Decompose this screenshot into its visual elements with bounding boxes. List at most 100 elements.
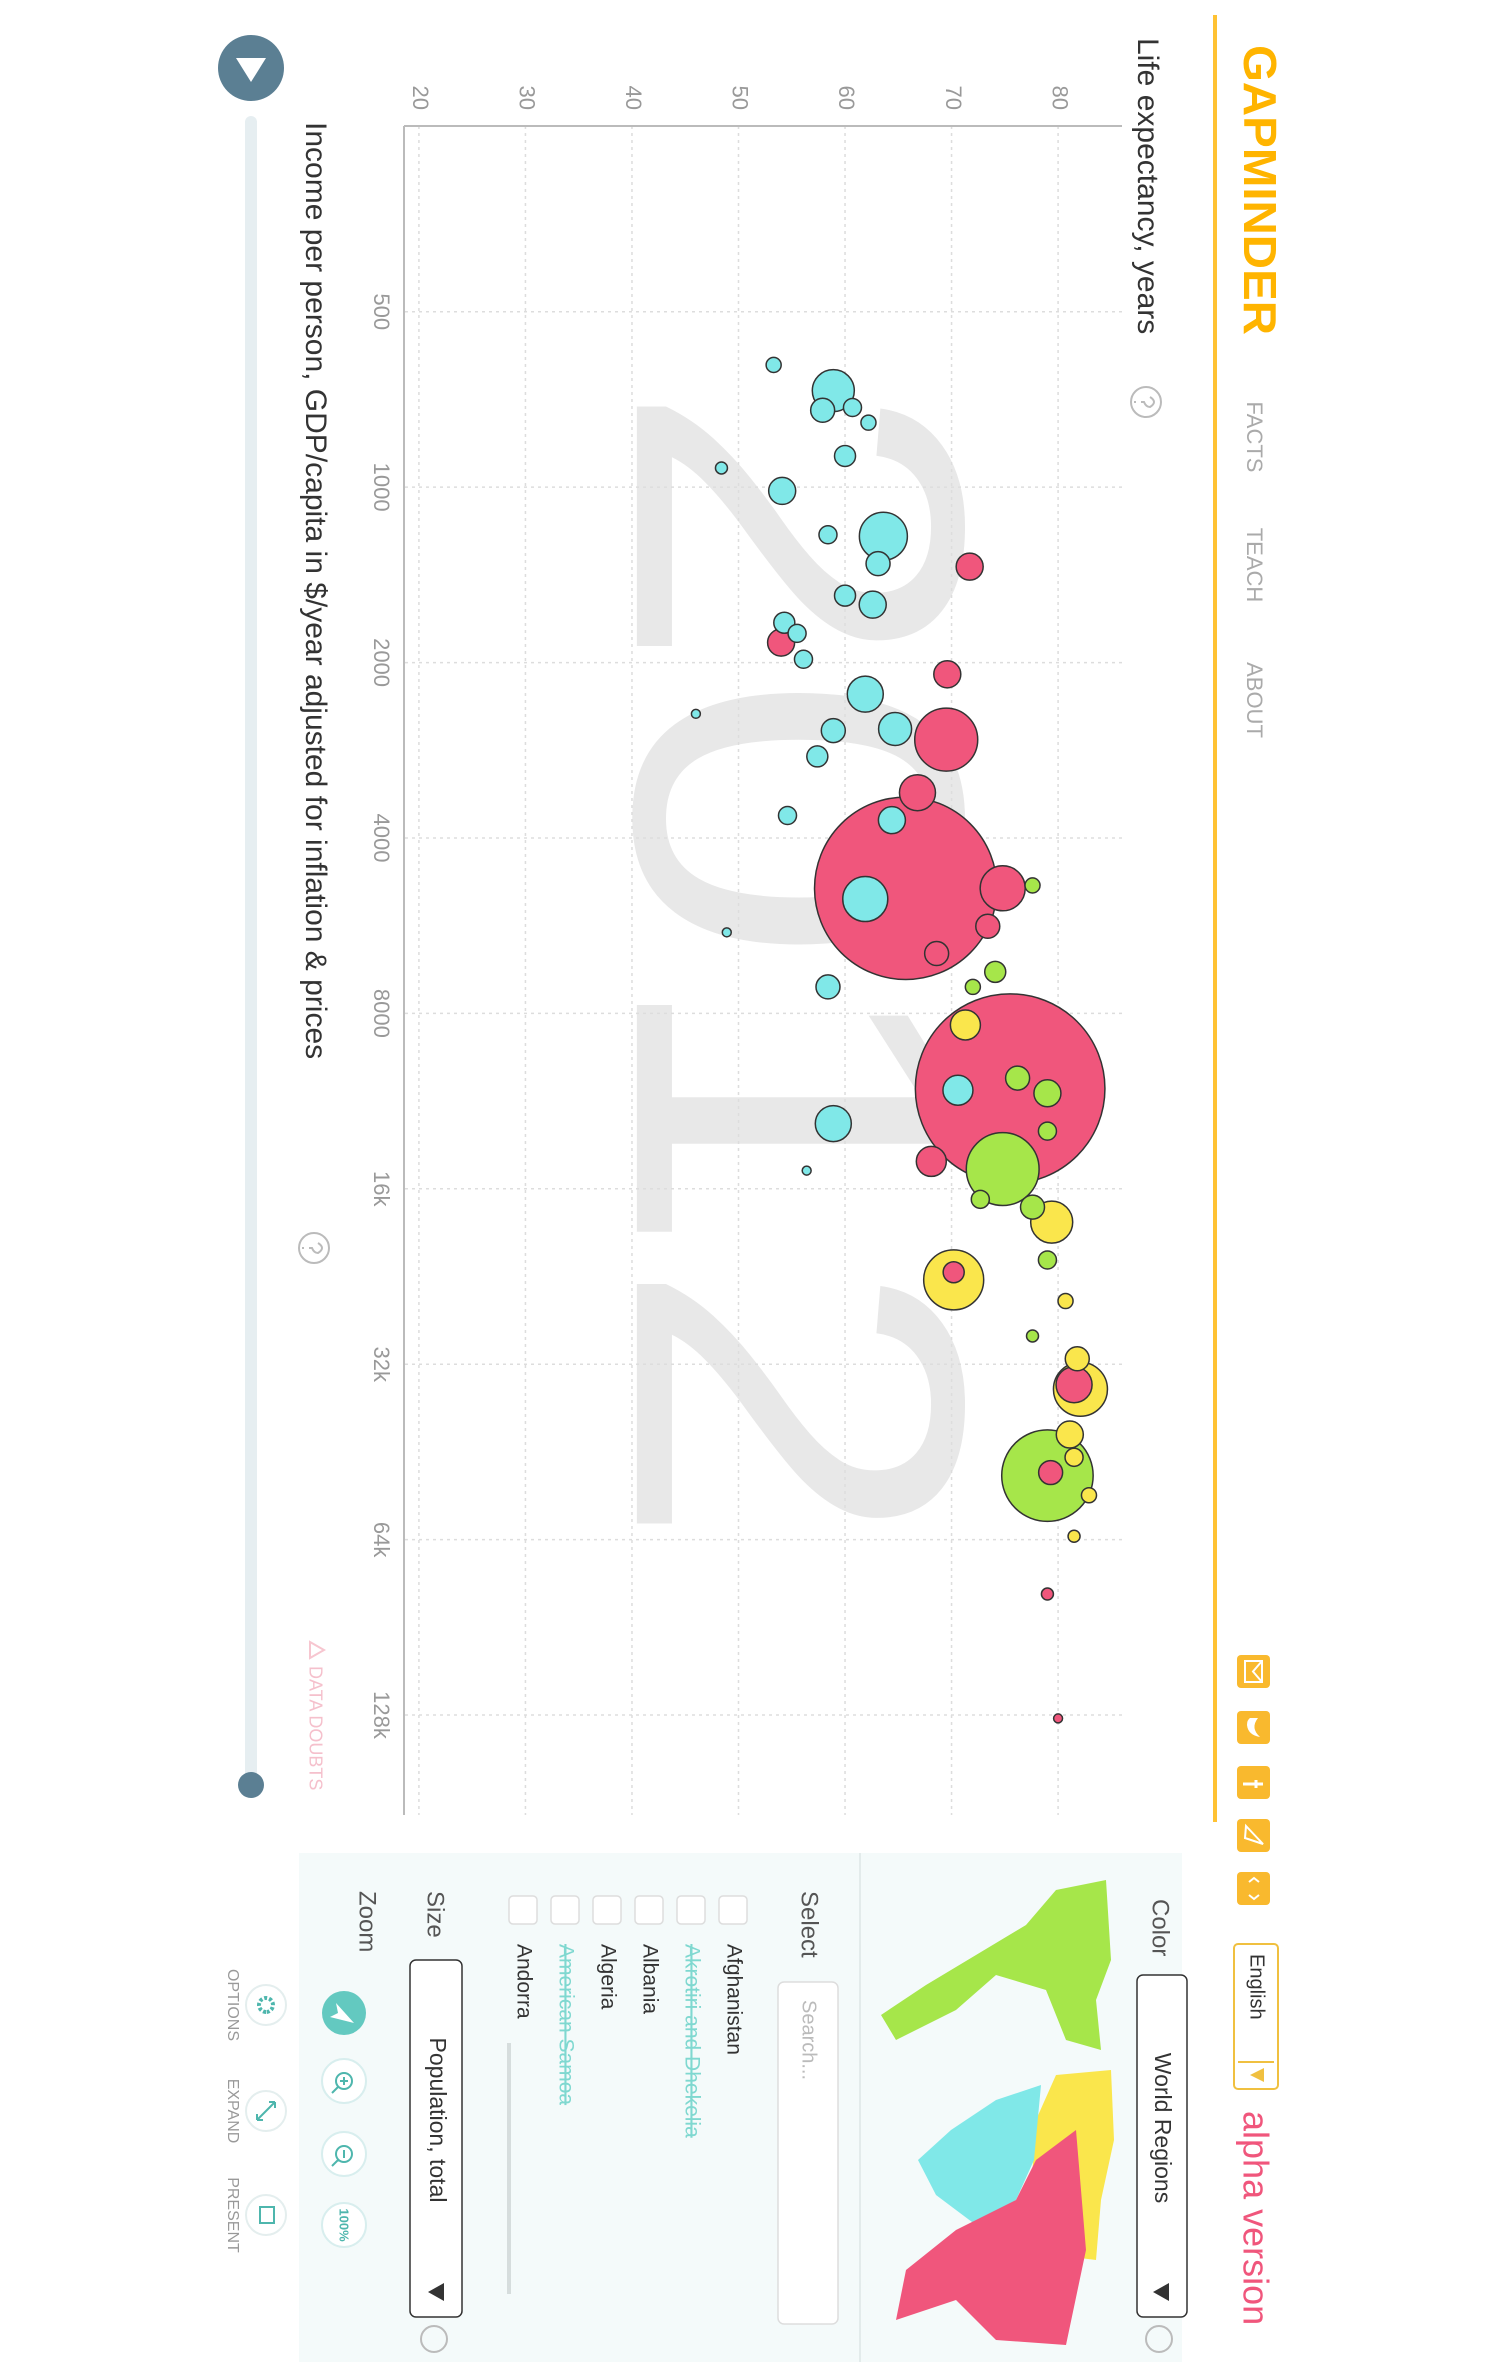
bubble[interactable] [915,1145,948,1178]
bubble[interactable] [793,649,814,670]
bubble[interactable] [1040,1587,1055,1601]
bubble[interactable] [1037,1121,1058,1141]
nav-item[interactable]: FACTS [1242,402,1267,473]
bubble[interactable] [806,745,829,768]
checkbox[interactable] [592,1895,622,1925]
play-icon [236,58,266,82]
checkbox[interactable] [718,1895,748,1925]
search-box[interactable] [777,1981,839,2325]
bubble[interactable] [913,707,979,772]
x-tick-label: 500 [369,293,394,330]
bubble[interactable] [1055,1365,1093,1404]
bubble[interactable] [933,660,962,689]
x-tick-label: 32k [369,1346,394,1382]
bubble[interactable] [1037,1459,1064,1486]
checkbox[interactable] [676,1895,706,1925]
bubble[interactable] [965,1131,1040,1207]
data-doubts[interactable]: DATA DOUBTS [305,1666,325,1790]
bubble[interactable] [877,711,913,747]
nav-item[interactable]: TEACH [1242,528,1267,603]
timeline-handle[interactable] [238,1772,264,1798]
bubble[interactable] [1024,877,1041,894]
options-button[interactable] [245,1984,287,2026]
bubble[interactable] [833,444,857,468]
bubble[interactable] [1019,1194,1046,1220]
color-select[interactable] [1136,1974,1188,2318]
dropdown-arrow [1153,2283,1169,2301]
bubble[interactable] [814,1104,853,1143]
help-icon[interactable] [298,1232,330,1264]
bubble[interactable] [1055,1420,1085,1449]
bubble[interactable] [1080,1486,1098,1504]
bubble[interactable] [842,875,889,923]
help-icon[interactable] [1130,386,1162,418]
bubble[interactable] [1037,1250,1058,1270]
bubble[interactable] [813,796,998,981]
world-map[interactable] [881,1880,1114,2345]
bubble[interactable] [979,865,1026,912]
size-select[interactable] [409,1959,463,2318]
bubble[interactable] [1057,1292,1074,1310]
bubble[interactable] [975,913,1001,940]
bubble[interactable] [1064,1447,1084,1468]
x-tick-label: 8000 [369,989,394,1038]
x-axis-label: Income per person, GDP/capita in $/year … [299,122,332,1059]
bubble[interactable] [970,1189,991,1210]
y-tick-label: 30 [515,86,540,110]
bubble[interactable] [767,476,797,506]
color-value: World Regions [1150,2053,1176,2203]
bubble[interactable] [1064,1346,1090,1372]
bubble[interactable] [983,960,1007,984]
bubble[interactable] [949,1009,982,1041]
checkbox[interactable] [634,1895,664,1925]
bubble[interactable] [955,552,984,581]
bubble[interactable] [1067,1529,1081,1543]
help-icon[interactable] [420,2325,448,2353]
country-name: Algeria [596,1944,619,2010]
warning-icon [309,1640,327,1660]
bubble[interactable] [815,974,841,1000]
dropdown-arrow [428,2283,444,2301]
bubble[interactable] [923,940,950,967]
country-name: Albania [638,1944,661,2014]
logo[interactable]: GAPMINDER [1234,45,1286,335]
bubble[interactable] [801,1165,812,1176]
bubble[interactable] [833,584,857,607]
zoom-reset-label: 100% [337,2208,352,2242]
size-value: Population, total [425,2038,451,2203]
bubble[interactable] [1052,1713,1064,1724]
bubble[interactable] [846,675,885,713]
bubble[interactable] [860,414,877,431]
bubble[interactable] [714,461,729,475]
bubble[interactable] [818,525,838,545]
bubble[interactable] [1033,1079,1062,1108]
bubble[interactable] [858,590,887,619]
link-icon[interactable] [1237,1819,1270,1852]
bubble[interactable] [942,1260,965,1284]
bubble[interactable] [787,623,807,644]
bubble[interactable] [1004,1065,1031,1091]
dropdown-arrow [1250,2068,1264,2082]
bubble[interactable] [765,356,782,374]
checkbox[interactable] [508,1895,538,1925]
embed-icon[interactable] [1237,1872,1270,1905]
language-select[interactable] [1233,1943,1279,2090]
help-icon[interactable] [1145,2325,1173,2353]
bubble[interactable] [1025,1329,1040,1343]
bubble[interactable] [820,717,847,744]
bubble[interactable] [898,773,937,812]
bubble[interactable] [690,708,702,720]
checkbox[interactable] [550,1895,580,1925]
x-tick-label: 4000 [369,814,394,863]
zoom-reset[interactable] [321,2202,367,2248]
bubble[interactable] [877,805,907,835]
nav-item[interactable]: ABOUT [1242,662,1267,738]
bubble[interactable] [842,397,863,418]
present-button[interactable] [245,2194,287,2236]
bubble[interactable] [964,978,982,996]
bubble[interactable] [777,805,798,826]
bubble[interactable] [942,1074,974,1106]
bubble[interactable] [721,927,732,938]
bubble[interactable] [865,550,891,577]
bubble[interactable] [809,397,836,424]
